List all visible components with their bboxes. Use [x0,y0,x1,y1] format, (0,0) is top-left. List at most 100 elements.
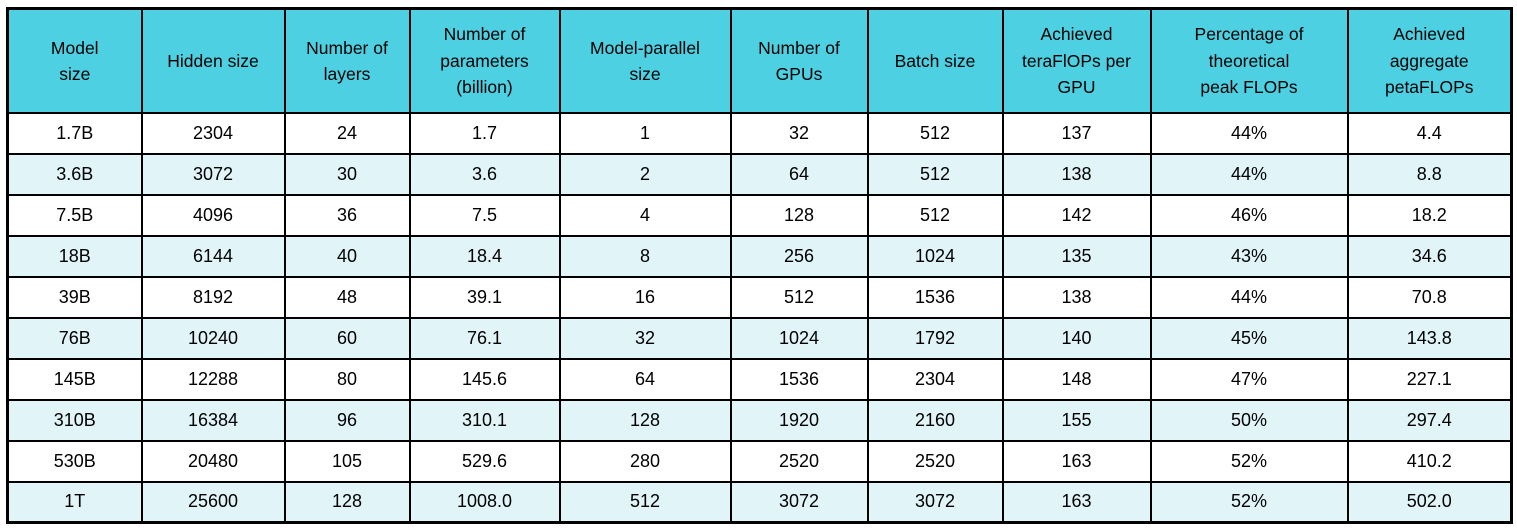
table-cell: 512 [866,152,1004,196]
table-cell: 70.8 [1346,275,1513,319]
table-cell: 7.5 [408,193,561,237]
table-cell: 105 [283,439,411,483]
table-row: 39B 8192 48 39.1 16 512 1536 138 44% 70.8 [6,275,1513,319]
table-cell: 2304 [866,357,1004,401]
table-cell: 140 [1001,316,1152,360]
table-cell: 36 [283,193,411,237]
column-header-label: Number of parameters (billion) [440,24,529,97]
table-cell: 1 [558,111,732,155]
column-header-num-layers: Number of layers [283,7,411,114]
table-cell: 34.6 [1346,234,1513,278]
table-cell: 1792 [866,316,1004,360]
table-cell: 512 [558,480,732,524]
table-cell: 138 [1001,275,1152,319]
table-row: 530B 20480 105 529.6 280 2520 2520 163 52% 410.2 [6,439,1513,483]
table-cell: 24 [283,111,411,155]
table-cell: 512 [866,193,1004,237]
table-cell: 7.5B [6,193,143,237]
column-header-label: Achieved teraFlOPs per GPU [1022,24,1131,97]
table-cell: 3072 [866,480,1004,524]
table-cell: 60 [283,316,411,360]
table-cell: 1536 [729,357,869,401]
table-cell: 1.7B [6,111,143,155]
table-cell: 8 [558,234,732,278]
column-header-batch-size: Batch size [866,7,1004,114]
table-cell: 8.8 [1346,152,1513,196]
table-cell: 128 [729,193,869,237]
table-cell: 410.2 [1346,439,1513,483]
table-cell: 18.4 [408,234,561,278]
table-cell: 39.1 [408,275,561,319]
table-row: 7.5B 4096 36 7.5 4 128 512 142 46% 18.2 [6,193,1513,237]
table-cell: 64 [729,152,869,196]
table-cell: 297.4 [1346,398,1513,442]
column-header-peak-flops-percentage: Percentage of theoretical peak FLOPs [1149,7,1349,114]
table-cell: 25600 [140,480,286,524]
table-cell: 512 [729,275,869,319]
table-cell: 4096 [140,193,286,237]
table-cell: 1.7 [408,111,561,155]
table-cell: 148 [1001,357,1152,401]
column-header-num-gpus: Number of GPUs [729,7,869,114]
table-cell: 16 [558,275,732,319]
table-cell: 40 [283,234,411,278]
table-cell: 76B [6,316,143,360]
table-header: Model size Hidden size Number of layers … [6,7,1513,114]
table-cell: 30 [283,152,411,196]
table-cell: 227.1 [1346,357,1513,401]
table-cell: 155 [1001,398,1152,442]
table-cell: 47% [1149,357,1349,401]
table-cell: 45% [1149,316,1349,360]
table-cell: 16384 [140,398,286,442]
table-cell: 530B [6,439,143,483]
column-header-label: Batch size [894,50,976,71]
table-cell: 2520 [866,439,1004,483]
table-cell: 1920 [729,398,869,442]
column-header-label: Number of GPUs [758,37,840,84]
column-header-label: Achieved aggregate petaFLOPs [1384,24,1474,97]
column-header-aggregate-petaflops: Achieved aggregate petaFLOPs [1346,7,1513,114]
table-cell: 3072 [140,152,286,196]
column-header-label: Model-parallel size [590,37,700,84]
table-cell: 280 [558,439,732,483]
table-cell: 32 [558,316,732,360]
table-cell: 80 [283,357,411,401]
table-cell: 1008.0 [408,480,561,524]
table-cell: 52% [1149,480,1349,524]
table-cell: 1T [6,480,143,524]
table-cell: 142 [1001,193,1152,237]
table-body: 1.7B 2304 24 1.7 1 32 512 137 44% 4.4 3.6B 3072 30 3.… [6,111,1513,524]
table-cell: 44% [1149,152,1349,196]
table-cell: 8192 [140,275,286,319]
table-cell: 135 [1001,234,1152,278]
table-cell: 44% [1149,275,1349,319]
table-cell: 1536 [866,275,1004,319]
table-cell: 502.0 [1346,480,1513,524]
table-row: 145B 12288 80 145.6 64 1536 2304 148 47% 227.1 [6,357,1513,401]
table-cell: 145B [6,357,143,401]
table-cell: 163 [1001,439,1152,483]
scaling-results-table: Model size Hidden size Number of layers … [6,7,1513,524]
table-cell: 310B [6,398,143,442]
table-cell: 6144 [140,234,286,278]
table-cell: 20480 [140,439,286,483]
column-header-label: Number of layers [306,37,388,84]
table-cell: 76.1 [408,316,561,360]
table-row: 310B 16384 96 310.1 128 1920 2160 155 50% 297.4 [6,398,1513,442]
table-cell: 2 [558,152,732,196]
column-header-label: Model size [50,37,99,84]
table-cell: 18.2 [1346,193,1513,237]
table-cell: 137 [1001,111,1152,155]
table-cell: 4 [558,193,732,237]
table-cell: 64 [558,357,732,401]
table-cell: 4.4 [1346,111,1513,155]
table-cell: 10240 [140,316,286,360]
table-cell: 52% [1149,439,1349,483]
table-cell: 128 [283,480,411,524]
table-cell: 50% [1149,398,1349,442]
table-row: 3.6B 3072 30 3.6 2 64 512 138 44% 8.8 [6,152,1513,196]
table-cell: 256 [729,234,869,278]
table-row: 1.7B 2304 24 1.7 1 32 512 137 44% 4.4 [6,111,1513,155]
table-cell: 2160 [866,398,1004,442]
table-row: 18B 6144 40 18.4 8 256 1024 135 43% 34.6 [6,234,1513,278]
